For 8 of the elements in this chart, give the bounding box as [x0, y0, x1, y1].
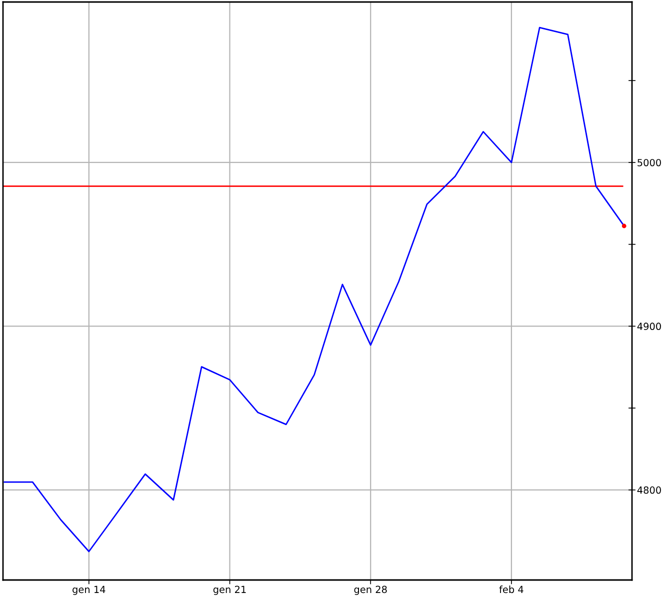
y-tick-label: 4800	[637, 486, 661, 494]
x-tick-label: gen 28	[354, 586, 387, 595]
line-series	[4, 26, 625, 552]
x-tick-label: feb 4	[499, 586, 524, 594]
y-tick-label: 4900	[637, 322, 661, 330]
x-tick-label: gen 14	[72, 586, 106, 595]
y-tick-label: 5000	[638, 158, 661, 166]
x-tick-label: gen 21	[213, 586, 246, 595]
